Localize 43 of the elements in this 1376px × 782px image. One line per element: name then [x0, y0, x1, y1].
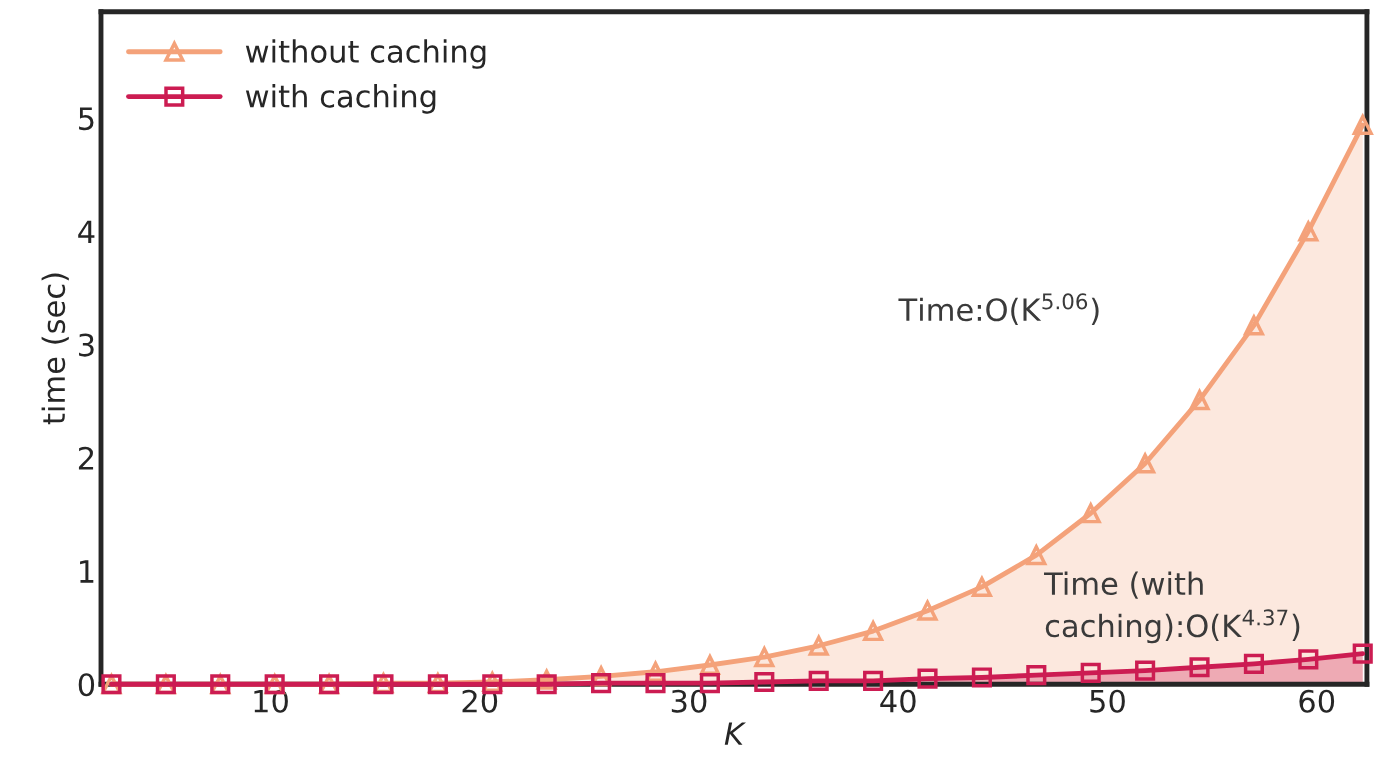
point	[754, 671, 775, 693]
point	[1026, 665, 1047, 686]
point	[645, 673, 666, 694]
point	[971, 667, 992, 688]
y-tick-label: 0	[78, 673, 95, 697]
legend-label: with caching	[245, 84, 436, 114]
point	[591, 673, 612, 694]
point	[1026, 545, 1047, 566]
x-tick-label: 30	[671, 689, 707, 713]
y-tick-label: 2	[78, 446, 94, 470]
point	[916, 598, 939, 621]
point	[1135, 453, 1156, 474]
point	[1080, 503, 1101, 524]
point	[1352, 114, 1373, 136]
point	[807, 633, 830, 656]
point	[754, 647, 775, 668]
point	[1189, 657, 1210, 678]
point	[1243, 653, 1264, 674]
point	[1298, 221, 1319, 242]
point	[1298, 649, 1319, 670]
y-axis-title: time (sec)	[41, 273, 69, 425]
point	[1352, 643, 1373, 664]
annotation: Time:O(K$^{5.06}$)	[898, 293, 1099, 325]
point	[1080, 662, 1101, 683]
point	[863, 620, 884, 642]
point	[1189, 390, 1210, 411]
x-axis-title: K	[724, 722, 747, 745]
x-tick-label: 40	[880, 689, 916, 713]
x-tick-label: 50	[1090, 689, 1125, 713]
point	[917, 668, 938, 689]
point	[536, 674, 557, 695]
point	[1135, 660, 1156, 681]
y-tick-label: 5	[79, 107, 94, 131]
y-tick-label: 1	[80, 560, 94, 583]
legend-label: without caching	[245, 39, 486, 69]
point	[808, 670, 829, 691]
point	[863, 670, 884, 691]
point	[971, 576, 992, 597]
y-tick-label: 4	[78, 220, 95, 243]
x-tick-label: 60	[1299, 689, 1335, 713]
point	[1243, 315, 1264, 336]
annotation: Time (with caching):O(K$^{4.37}$)	[1044, 571, 1300, 644]
y-tick-label: 3	[79, 333, 94, 357]
